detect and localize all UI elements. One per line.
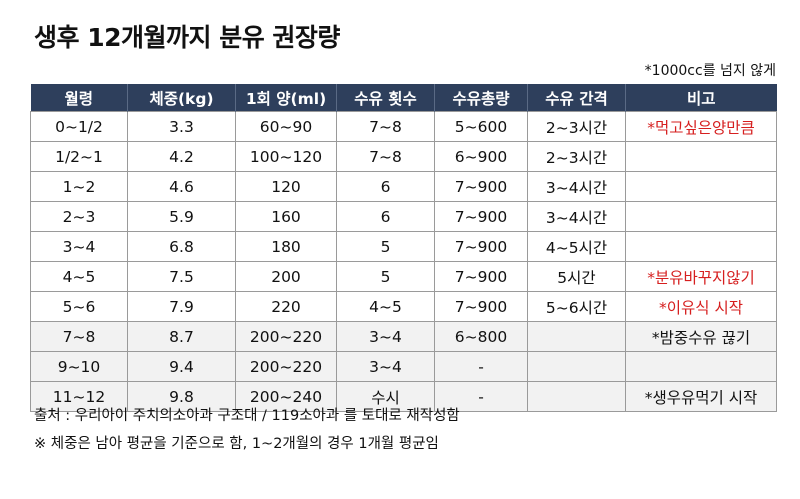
cell-amount: 200 [235,261,337,292]
cell-total: 6~900 [434,141,528,172]
cell-count: 7~8 [336,141,435,172]
cell-total: 7~900 [434,171,528,202]
cell-amount: 220 [235,291,337,322]
cell-remark [625,141,777,172]
cell-weight: 6.8 [127,231,236,262]
cell-total: 7~900 [434,231,528,262]
table-row: 2~3 5.9 160 6 7~900 3~4시간 [30,201,777,232]
page-title: 생후 12개월까지 분유 권장량 [34,23,340,52]
cell-age: 2~3 [30,201,128,232]
cell-amount: 160 [235,201,337,232]
header-total: 수유총량 [434,84,528,112]
cell-weight: 8.7 [127,321,236,352]
cell-weight: 5.9 [127,201,236,232]
cell-count: 6 [336,171,435,202]
cell-amount: 60~90 [235,111,337,142]
cell-amount: 100~120 [235,141,337,172]
table-row: 1~2 4.6 120 6 7~900 3~4시간 [30,171,777,202]
cell-weight: 9.4 [127,351,236,382]
limit-note: *1000cc를 넘지 않게 [644,63,776,79]
cell-age: 11~12 [30,381,128,412]
table-row: 11~12 9.8 200~240 수시 - *생우유먹기 시작 [30,381,777,412]
cell-total: 6~800 [434,321,528,352]
table-body: 0~1/2 3.3 60~90 7~8 5~600 2~3시간 *먹고싶은양만큼 1/2~1 4… [30,111,777,412]
cell-interval [527,321,626,352]
cell-age: 3~4 [30,231,128,262]
cell-interval: 3~4시간 [527,171,626,202]
cell-interval: 2~3시간 [527,141,626,172]
cell-total: 7~900 [434,201,528,232]
cell-remark: *분유바꾸지않기 [625,261,777,292]
header-weight: 체중(kg) [127,84,236,112]
cell-weight: 7.9 [127,291,236,322]
cell-remark [625,351,777,382]
cell-amount: 200~220 [235,351,337,382]
table-row: 1/2~1 4.2 100~120 7~8 6~900 2~3시간 [30,141,777,172]
cell-weight: 4.6 [127,171,236,202]
cell-remark: *생우유먹기 시작 [625,381,777,412]
cell-count: 수시 [336,381,435,412]
cell-age: 7~8 [30,321,128,352]
cell-interval [527,381,626,412]
cell-age: 9~10 [30,351,128,382]
cell-total: 7~900 [434,291,528,322]
cell-total: - [434,381,528,412]
header-remark: 비고 [625,84,777,112]
cell-count: 5 [336,231,435,262]
cell-weight: 4.2 [127,141,236,172]
header-age: 월령 [30,84,128,112]
cell-weight: 7.5 [127,261,236,292]
cell-remark: *먹고싶은양만큼 [625,111,777,142]
header-count: 수유 횟수 [336,84,435,112]
cell-interval: 5~6시간 [527,291,626,322]
cell-remark [625,231,777,262]
cell-weight: 3.3 [127,111,236,142]
cell-count: 6 [336,201,435,232]
cell-total: 7~900 [434,261,528,292]
cell-age: 0~1/2 [30,111,128,142]
cell-remark: *이유식 시작 [625,291,777,322]
source-note: 출처 : 우리아이 주치의소아과 구조대 / 119소아과 를 토대로 재작성함 [34,408,460,424]
cell-interval [527,351,626,382]
cell-amount: 200~220 [235,321,337,352]
cell-count: 7~8 [336,111,435,142]
cell-amount: 120 [235,171,337,202]
cell-age: 1/2~1 [30,141,128,172]
cell-count: 3~4 [336,351,435,382]
cell-remark [625,201,777,232]
cell-remark: *밤중수유 끊기 [625,321,777,352]
cell-amount: 200~240 [235,381,337,412]
cell-total: 5~600 [434,111,528,142]
cell-interval: 3~4시간 [527,201,626,232]
header-amount: 1회 양(ml) [235,84,337,112]
cell-age: 4~5 [30,261,128,292]
cell-age: 5~6 [30,291,128,322]
weight-note: ※ 체중은 남아 평균을 기준으로 함, 1~2개월의 경우 1개월 평균임 [34,436,439,452]
header-interval: 수유 간격 [527,84,626,112]
cell-interval: 2~3시간 [527,111,626,142]
cell-total: - [434,351,528,382]
table-row: 3~4 6.8 180 5 7~900 4~5시간 [30,231,777,262]
formula-table: 월령 체중(kg) 1회 양(ml) 수유 횟수 수유총량 수유 간격 비고 0… [30,84,777,412]
cell-count: 3~4 [336,321,435,352]
table-header-row: 월령 체중(kg) 1회 양(ml) 수유 횟수 수유총량 수유 간격 비고 [30,84,777,112]
table-row: 4~5 7.5 200 5 7~900 5시간 *분유바꾸지않기 [30,261,777,292]
table-row: 0~1/2 3.3 60~90 7~8 5~600 2~3시간 *먹고싶은양만큼 [30,111,777,142]
cell-count: 4~5 [336,291,435,322]
cell-remark [625,171,777,202]
cell-amount: 180 [235,231,337,262]
cell-count: 5 [336,261,435,292]
table-row: 7~8 8.7 200~220 3~4 6~800 *밤중수유 끊기 [30,321,777,352]
cell-age: 1~2 [30,171,128,202]
table-row: 5~6 7.9 220 4~5 7~900 5~6시간 *이유식 시작 [30,291,777,322]
table-row: 9~10 9.4 200~220 3~4- [30,351,777,382]
cell-interval: 4~5시간 [527,231,626,262]
cell-interval: 5시간 [527,261,626,292]
